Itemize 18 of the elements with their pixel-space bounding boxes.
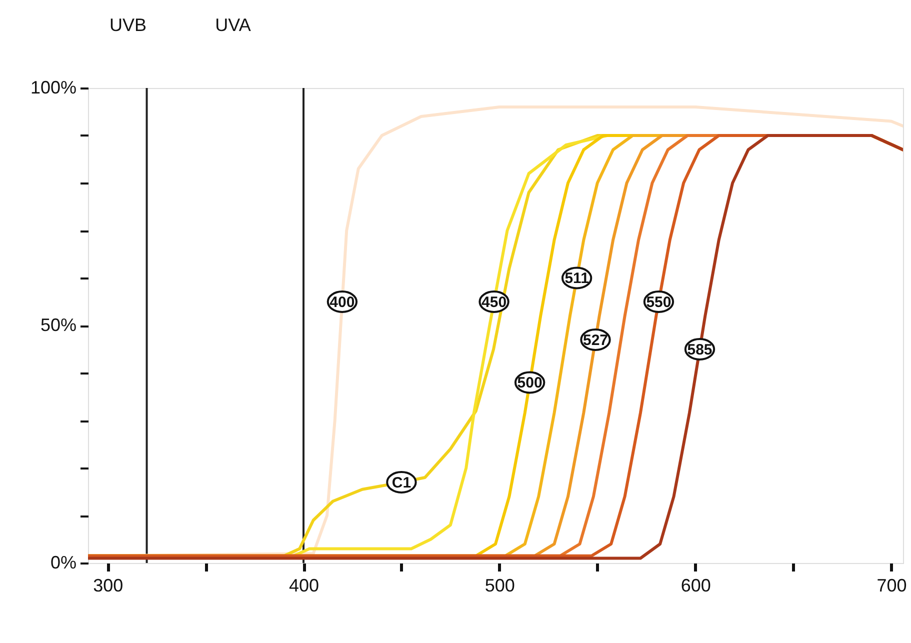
y-tick-label: 100% xyxy=(30,78,76,98)
series-label: 527 xyxy=(582,332,608,349)
x-tick-label: 600 xyxy=(680,576,711,596)
series-label: 511 xyxy=(564,270,589,287)
text: UVA xyxy=(215,15,251,35)
text: UVB xyxy=(109,15,147,35)
series-label: C1 xyxy=(392,474,412,492)
series-label: 500 xyxy=(517,374,542,392)
x-tick-label: 300 xyxy=(93,576,124,596)
series-label: 400 xyxy=(330,294,355,311)
y-tick-label: 0% xyxy=(50,552,76,572)
x-tick-label: 400 xyxy=(288,576,320,596)
y-tick-label: 50% xyxy=(40,315,76,335)
x-tick-label: 700 xyxy=(876,576,907,596)
series-label: 450 xyxy=(482,294,507,311)
series-label: 585 xyxy=(687,341,712,358)
x-tick-label: 500 xyxy=(484,576,515,596)
series-label: 550 xyxy=(646,294,672,311)
